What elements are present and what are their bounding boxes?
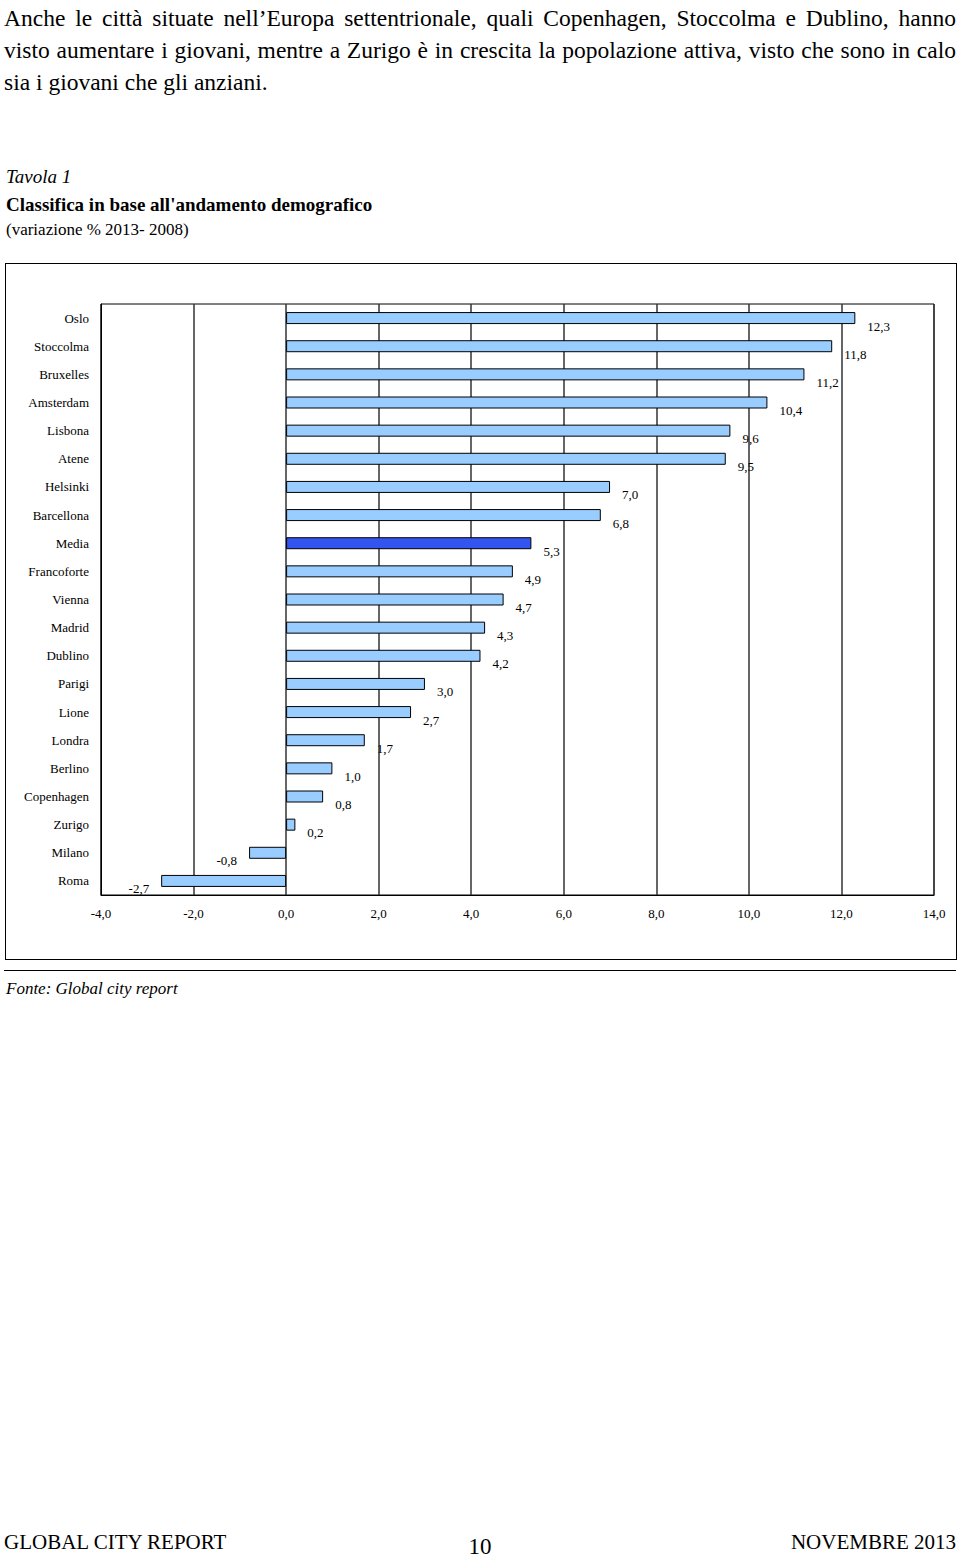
svg-text:10,4: 10,4 [779,403,802,418]
html-text:NOVEMBRE 2013: NOVEMBRE 2013 [790,1530,956,1554]
svg-text:Lione: Lione [59,705,90,720]
svg-text:4,7: 4,7 [516,600,533,615]
svg-text:14,0: 14,0 [923,906,946,921]
html-text:Classifica in base all'andamen: Classifica in base all'andamento demogra… [6,194,373,215]
svg-text:Helsinki: Helsinki [45,479,89,494]
svg-text:1,7: 1,7 [377,741,394,756]
svg-text:11,8: 11,8 [844,347,866,362]
svg-text:12,3: 12,3 [867,319,890,334]
svg-text:6,8: 6,8 [613,516,629,531]
svg-text:-4,0: -4,0 [91,906,112,921]
svg-text:Copenhagen: Copenhagen [24,789,89,804]
svg-text:6,0: 6,0 [556,906,572,921]
svg-text:-2,7: -2,7 [129,881,150,896]
html-text:Tavola 1: Tavola 1 [6,166,72,187]
svg-text:0,2: 0,2 [307,825,323,840]
svg-text:12,0: 12,0 [830,906,853,921]
svg-text:0,0: 0,0 [278,906,294,921]
svg-text:3,0: 3,0 [437,684,453,699]
svg-text:4,0: 4,0 [463,906,479,921]
svg-text:Vienna: Vienna [52,592,89,607]
svg-text:Londra: Londra [51,733,89,748]
svg-text:Roma: Roma [58,873,89,888]
svg-text:10,0: 10,0 [738,906,761,921]
svg-text:Francoforte: Francoforte [28,564,89,579]
svg-text:-0,8: -0,8 [216,853,237,868]
svg-text:1,0: 1,0 [344,769,360,784]
svg-text:Stoccolma: Stoccolma [34,339,89,354]
svg-text:Madrid: Madrid [51,620,90,635]
svg-text:4,3: 4,3 [497,628,513,643]
html-text:GLOBAL CITY REPORT: GLOBAL CITY REPORT [4,1530,227,1554]
svg-text:Barcellona: Barcellona [33,508,90,523]
svg-text:Media: Media [56,536,89,551]
svg-text:9,6: 9,6 [742,431,759,446]
svg-text:Bruxelles: Bruxelles [39,367,89,382]
svg-text:5,3: 5,3 [543,544,559,559]
svg-text:2,7: 2,7 [423,713,440,728]
svg-text:4,9: 4,9 [525,572,541,587]
svg-text:11,2: 11,2 [816,375,838,390]
svg-text:0,8: 0,8 [335,797,351,812]
svg-text:2,0: 2,0 [371,906,387,921]
svg-text:Atene: Atene [58,451,89,466]
svg-text:9,5: 9,5 [738,459,754,474]
svg-text:8,0: 8,0 [648,906,664,921]
html-text:(variazione % 2013- 2008): (variazione % 2013- 2008) [6,220,189,239]
svg-text:Milano: Milano [51,845,89,860]
svg-text:Berlino: Berlino [50,761,89,776]
html-text:Fonte: Global city report: Fonte: Global city report [6,979,178,998]
svg-text:7,0: 7,0 [622,487,638,502]
svg-text:Zurigo: Zurigo [54,817,89,832]
svg-text:Oslo: Oslo [64,311,89,326]
svg-text:Dublino: Dublino [46,648,89,663]
svg-text:Lisbona: Lisbona [47,423,89,438]
svg-text:4,2: 4,2 [492,656,508,671]
svg-text:Amsterdam: Amsterdam [28,395,89,410]
html-text:Anche le città situate nell’Eu: Anche le città situate nell’Europa sette… [4,5,956,95]
svg-text:Parigi: Parigi [58,676,89,691]
svg-text:-2,0: -2,0 [183,906,204,921]
